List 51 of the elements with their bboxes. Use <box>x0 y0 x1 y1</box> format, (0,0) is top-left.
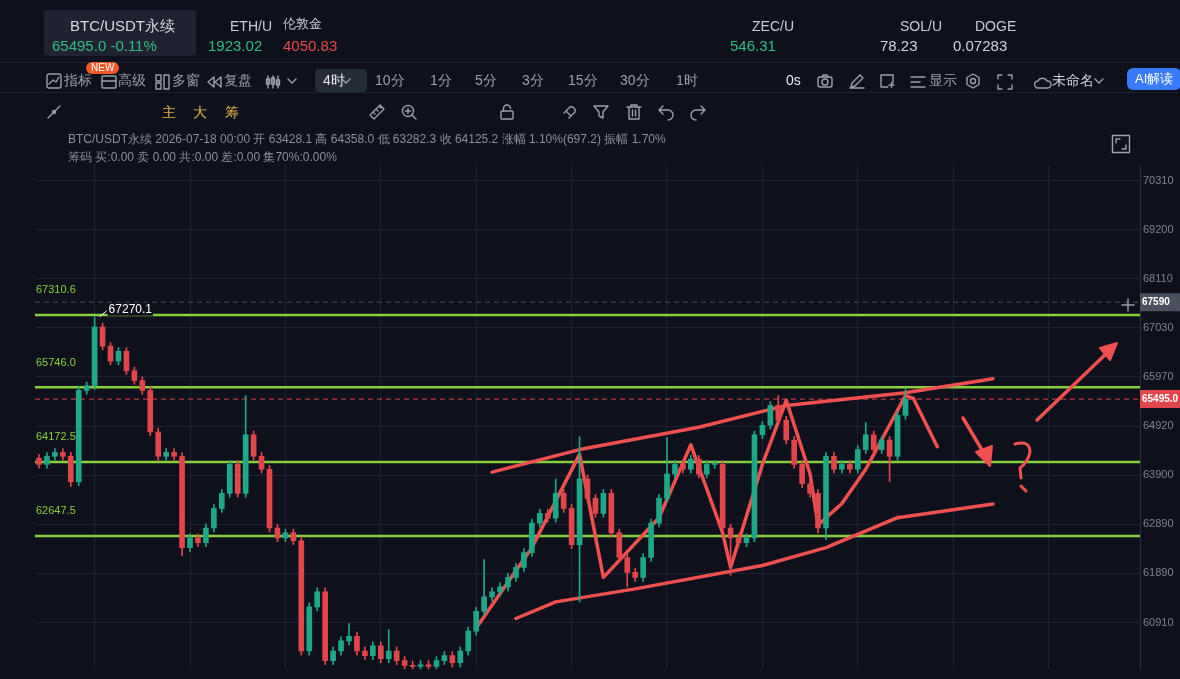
text: 主 <box>162 104 176 121</box>
annotation: 67270.1 <box>108 302 153 317</box>
y-tick-label: 69200 <box>1143 222 1174 235</box>
ref-line-label: 65495.0 <box>1142 392 1179 404</box>
text: 4时 <box>315 69 367 92</box>
ref-line-label: 67310.6 <box>36 283 76 296</box>
text: SOL/U <box>900 18 943 35</box>
text: 复盘 <box>224 72 252 89</box>
y-tick-label: 70310 <box>1143 173 1174 186</box>
text: 0.07283 <box>953 37 1008 55</box>
y-tick-label: 61890 <box>1143 566 1174 579</box>
text: 4050.83 <box>283 37 338 55</box>
ref-line-label: 64172.5 <box>36 430 76 443</box>
text: NEW <box>86 62 120 74</box>
y-tick-label: 60910 <box>1143 615 1174 628</box>
y-tick-label: 65970 <box>1143 369 1174 382</box>
text: 伦敦金 <box>283 16 322 32</box>
text: 大 <box>193 104 207 121</box>
text: 筹码 买:0.00 卖 0.00 共:0.00 差:0.00 集70%:0.00% <box>68 150 337 165</box>
ref-line-label: 62647.5 <box>36 504 76 517</box>
y-tick-label: 63900 <box>1143 468 1174 481</box>
y-tick-label: 64920 <box>1143 419 1174 432</box>
chart-subtitle: 65495.0 -0.11% <box>52 37 157 54</box>
text: BTC/USDT永续 2026-07-18 00:00 开 63428.1 高 64358.0 低 63282.3 收 64125.2 涨幅 1.10%(697.2) 振幅 1.70% <box>68 132 666 147</box>
text: AI解读 <box>1127 68 1180 90</box>
text: 78.23 <box>880 37 918 55</box>
text: 1分 <box>430 72 452 89</box>
text: ZEC/U <box>752 18 794 35</box>
text: 指标 <box>64 72 92 89</box>
text: 未命名 <box>1052 72 1094 89</box>
text: 1923.02 <box>208 37 263 55</box>
text: ETH/U <box>230 18 272 35</box>
chart-title: BTC/USDT永续 <box>70 17 175 36</box>
text: 1时 <box>676 72 698 89</box>
text: 5分 <box>475 72 497 89</box>
ref-line-label: 67590 <box>1142 295 1171 307</box>
text: 546.31 <box>730 37 776 55</box>
text: 高级 <box>118 72 146 89</box>
text: 30分 <box>620 72 650 89</box>
y-tick-label: 68110 <box>1143 271 1173 284</box>
ref-line-label: 65746.0 <box>36 355 76 368</box>
text: 多窗 <box>172 72 200 89</box>
text: 0s <box>786 72 801 89</box>
text: 显示 <box>929 72 957 89</box>
text: 10分 <box>375 72 405 89</box>
y-tick-label: 67030 <box>1143 320 1174 333</box>
text: 3分 <box>522 72 544 89</box>
text: DOGE <box>975 18 1017 35</box>
text: 筹 <box>225 104 239 121</box>
text: 15分 <box>568 72 598 89</box>
y-tick-label: 62890 <box>1143 517 1174 530</box>
